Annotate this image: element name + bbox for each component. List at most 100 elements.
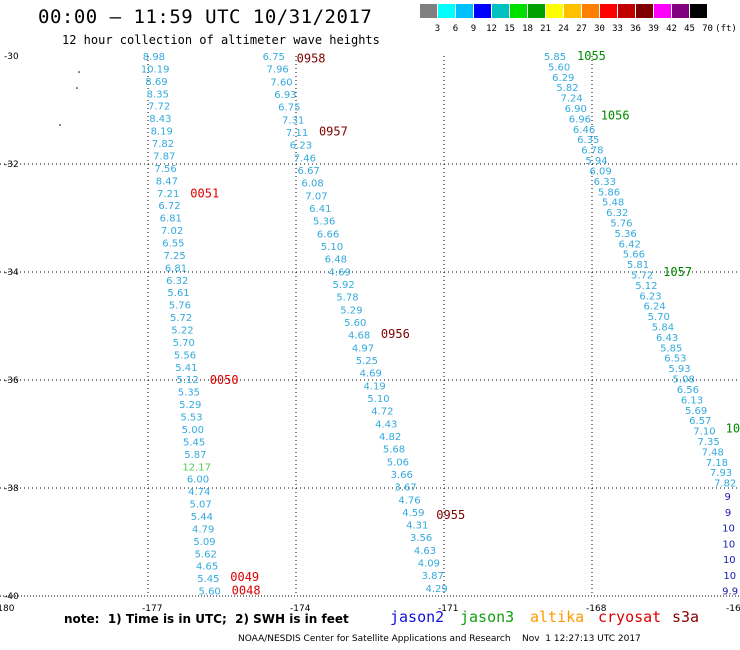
colorbar-label: 30	[594, 24, 605, 34]
wave-height-value: 4.31	[406, 521, 428, 532]
colorbar-swatch	[474, 4, 491, 18]
time-marker: 0048	[232, 584, 261, 598]
wave-height-value: 5.06	[387, 457, 409, 468]
wave-height-value: 7.82	[714, 479, 736, 490]
colorbar-label: 36	[630, 24, 641, 34]
wave-height-value: 5.60	[548, 62, 570, 73]
lon-tick-label: -165	[726, 604, 740, 614]
time-marker: 0956	[381, 327, 410, 341]
mission-label-cryosat: cryosat	[598, 608, 662, 626]
wave-height-value: 7.82	[152, 139, 174, 150]
wave-height-value: 5.84	[652, 323, 674, 334]
wave-height-value: 8.35	[147, 89, 169, 100]
colorbar-swatch	[654, 4, 671, 18]
wave-height-value: 5.86	[598, 187, 620, 198]
wave-height-value: 5.70	[648, 312, 670, 323]
wave-height-value: 7.25	[164, 251, 186, 262]
wave-height-value: 4.29	[425, 584, 447, 595]
lat-tick-label: -34	[4, 268, 19, 278]
wave-height-value: 3.66	[391, 470, 413, 481]
wave-height-value: 5.60	[199, 587, 221, 598]
lon-tick-label: -171	[438, 604, 458, 614]
wave-height-value: 4.09	[418, 559, 440, 570]
map-axis-labels: -180 -177 -174 -171 -168 -165 -30 -32 -34 -36 -38 -…	[0, 52, 740, 614]
colorbar-unit: (ft)	[715, 24, 737, 34]
island-dot	[59, 124, 61, 126]
wave-height-value: 7.46	[294, 153, 316, 164]
colorbar-label: 33	[612, 24, 623, 34]
colorbar-swatch	[672, 4, 689, 18]
wave-height-value: 6.00	[187, 475, 209, 486]
wave-height-value: 7.11	[286, 128, 308, 139]
colorbar-label: 6	[452, 24, 459, 34]
wave-height-value: 5.10	[367, 394, 389, 405]
colorbar-label: 15	[504, 24, 515, 34]
wave-height-value: 10	[723, 539, 736, 550]
wave-height-value: 10.19	[141, 64, 170, 75]
wave-height-value: 5.81	[627, 260, 649, 271]
wave-height-value: 7.87	[153, 151, 175, 162]
wave-height-value: 3.56	[410, 533, 432, 544]
colorbar-swatch	[492, 4, 509, 18]
wave-height-value: 5.82	[556, 83, 578, 94]
wave-height-value: 5.48	[602, 198, 624, 209]
wave-height-value: 9.9	[722, 587, 738, 598]
wave-height-value: 5.61	[167, 288, 189, 299]
wave-height-value: 5.93	[668, 364, 690, 375]
time-marker: 0051	[190, 187, 219, 201]
colorbar-label: 39	[648, 24, 659, 34]
wave-height-value: 8.98	[143, 52, 165, 63]
colorbar-label: 42	[666, 24, 677, 34]
colorbar-swatch	[564, 4, 581, 18]
wave-height-value: 6.33	[594, 177, 616, 188]
wave-height-value: 6.53	[664, 354, 686, 365]
wave-height-value: 5.08	[673, 375, 695, 386]
lon-tick-label: -177	[142, 604, 162, 614]
mission-label-jason3: jason3	[460, 608, 515, 626]
track-jason2-a: 6.757.967.606.936.757.317.116.237.466.67…	[263, 52, 466, 595]
wave-height-value: 6.93	[274, 90, 296, 101]
wave-height-value: 6.29	[552, 73, 574, 84]
wave-height-value: 5.70	[173, 338, 195, 349]
mission-label-s3a: s3a	[672, 608, 700, 626]
wave-height-value: 6.23	[639, 291, 661, 302]
wave-height-value: 6.32	[166, 276, 188, 287]
wave-height-value: 7.07	[305, 191, 327, 202]
wave-height-value: 12.17	[182, 462, 211, 473]
colorbar-label: 9	[470, 24, 477, 34]
wave-height-value: 5.45	[197, 574, 219, 585]
wave-height-value: 4.65	[196, 562, 218, 573]
wave-height-value: 5.66	[623, 250, 645, 261]
altimeter-tracks: 8.9810.198.698.357.728.438.197.827.877.5…	[141, 49, 740, 598]
time-marker: 1056	[601, 108, 630, 122]
lat-tick-label: -32	[4, 160, 19, 170]
wave-height-value: 10	[723, 555, 736, 566]
wave-height-value: 6.72	[158, 201, 180, 212]
wave-height-value: 6.08	[301, 179, 323, 190]
map-grid	[0, 56, 740, 597]
time-marker: 0049	[230, 570, 259, 584]
time-marker: 1057	[663, 265, 692, 279]
lon-tick-label: -174	[290, 604, 311, 614]
wave-height-value: 5.94	[585, 156, 607, 167]
wave-height-value: 6.66	[317, 229, 339, 240]
colorbar-swatch	[636, 4, 653, 18]
wave-height-value: 6.46	[573, 125, 595, 136]
wave-height-value: 5.72	[170, 313, 192, 324]
wave-height-value: 5.85	[544, 52, 566, 63]
wave-height-value: 7.24	[560, 94, 582, 105]
wave-height-value: 5.25	[356, 356, 378, 367]
mission-label-jason2: jason2	[390, 608, 445, 626]
wave-height-value: 7.35	[697, 437, 719, 448]
wave-height-value: 7.02	[161, 226, 183, 237]
colorbar-swatch	[438, 4, 455, 18]
wave-height-value: 4.69	[329, 267, 351, 278]
colorbar-label: 21	[540, 24, 551, 34]
wave-height-value: 7.31	[282, 115, 304, 126]
wave-height-value: 6.23	[290, 141, 312, 152]
colorbar-label: 45	[684, 24, 695, 34]
colorbar-swatch	[600, 4, 617, 18]
wave-height-value: 6.81	[160, 214, 182, 225]
colorbar-swatch	[528, 4, 545, 18]
